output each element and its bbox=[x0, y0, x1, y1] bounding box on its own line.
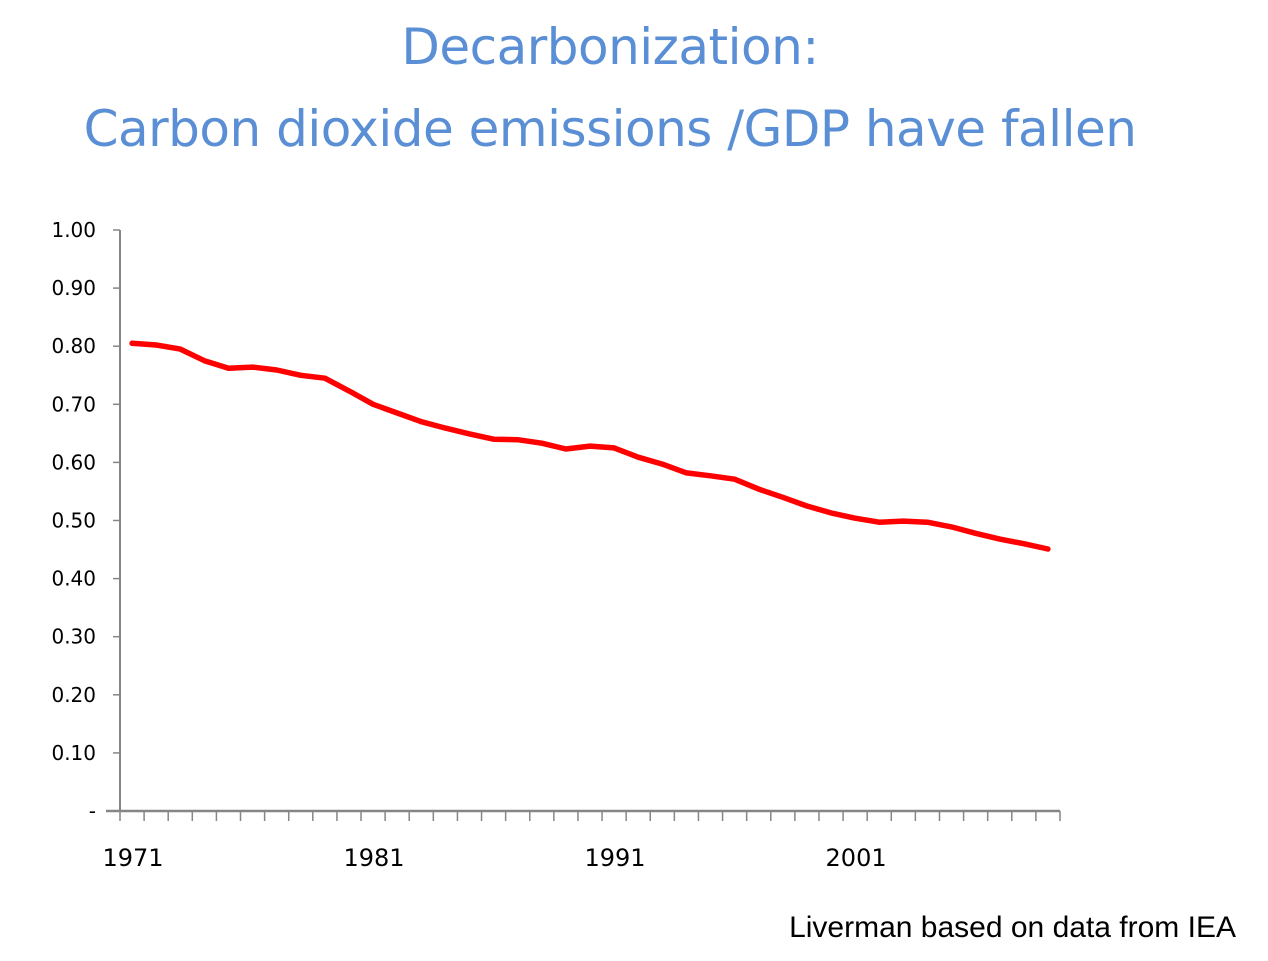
x-tick-label: 1991 bbox=[585, 844, 646, 872]
x-tick-label: 2001 bbox=[826, 844, 887, 872]
data-point bbox=[852, 515, 858, 521]
data-point bbox=[274, 367, 280, 373]
slide-title-line-2: Carbon dioxide emissions /GDP have falle… bbox=[83, 100, 1137, 158]
data-point bbox=[250, 364, 256, 370]
data-point bbox=[924, 519, 930, 525]
data-point bbox=[804, 503, 810, 509]
source-credit: Liverman based on data from IEA bbox=[789, 911, 1236, 944]
data-point bbox=[708, 473, 714, 479]
data-point bbox=[1021, 541, 1027, 547]
x-tick-label: 1971 bbox=[102, 844, 163, 872]
data-point bbox=[659, 461, 665, 467]
data-point bbox=[298, 372, 304, 378]
y-axis: - 0.10 0.20 0.30 0.40 0.50 0.60 0.70 0.80 0.90 1.0… bbox=[51, 218, 121, 823]
slide-title-line-1: Decarbonization: bbox=[401, 18, 819, 76]
y-tick-label: - bbox=[89, 799, 96, 823]
y-tick-label: 0.40 bbox=[51, 567, 96, 591]
data-point bbox=[683, 470, 689, 476]
data-point bbox=[418, 419, 424, 425]
data-point bbox=[129, 340, 135, 346]
data-point bbox=[780, 494, 786, 500]
y-tick-label: 0.60 bbox=[51, 450, 96, 474]
data-point bbox=[900, 518, 906, 524]
data-point bbox=[322, 375, 328, 381]
data-point bbox=[394, 410, 400, 416]
data-point bbox=[828, 510, 834, 516]
y-tick-label: 0.50 bbox=[51, 509, 96, 533]
data-point bbox=[1045, 546, 1051, 552]
data-point bbox=[539, 440, 545, 446]
data-point bbox=[442, 425, 448, 431]
data-point bbox=[346, 388, 352, 394]
data-point bbox=[515, 437, 521, 443]
data-point bbox=[973, 530, 979, 536]
data-point bbox=[949, 524, 955, 530]
x-axis: 1971 1981 1991 2001 bbox=[102, 809, 1061, 872]
data-point bbox=[466, 431, 472, 437]
data-point bbox=[177, 346, 183, 352]
y-tick-label: 0.20 bbox=[51, 683, 96, 707]
series-layer bbox=[129, 340, 1051, 552]
y-tick-label: 0.90 bbox=[51, 276, 96, 300]
y-tick-label: 0.30 bbox=[51, 625, 96, 649]
data-point bbox=[153, 342, 159, 348]
data-point bbox=[225, 365, 231, 371]
x-tick-label: 1981 bbox=[343, 844, 404, 872]
data-point bbox=[756, 486, 762, 492]
data-point bbox=[370, 401, 376, 407]
data-point bbox=[876, 519, 882, 525]
data-point bbox=[587, 443, 593, 449]
y-tick-label: 0.70 bbox=[51, 392, 96, 416]
data-point bbox=[491, 436, 497, 442]
y-tick-label: 1.00 bbox=[51, 218, 96, 242]
data-point bbox=[201, 358, 207, 364]
y-tick-label: 0.10 bbox=[51, 741, 96, 765]
data-point bbox=[563, 446, 569, 452]
data-point bbox=[732, 476, 738, 482]
y-tick-label: 0.80 bbox=[51, 334, 96, 358]
data-point bbox=[635, 454, 641, 460]
data-point bbox=[997, 536, 1003, 542]
data-point bbox=[611, 445, 617, 451]
